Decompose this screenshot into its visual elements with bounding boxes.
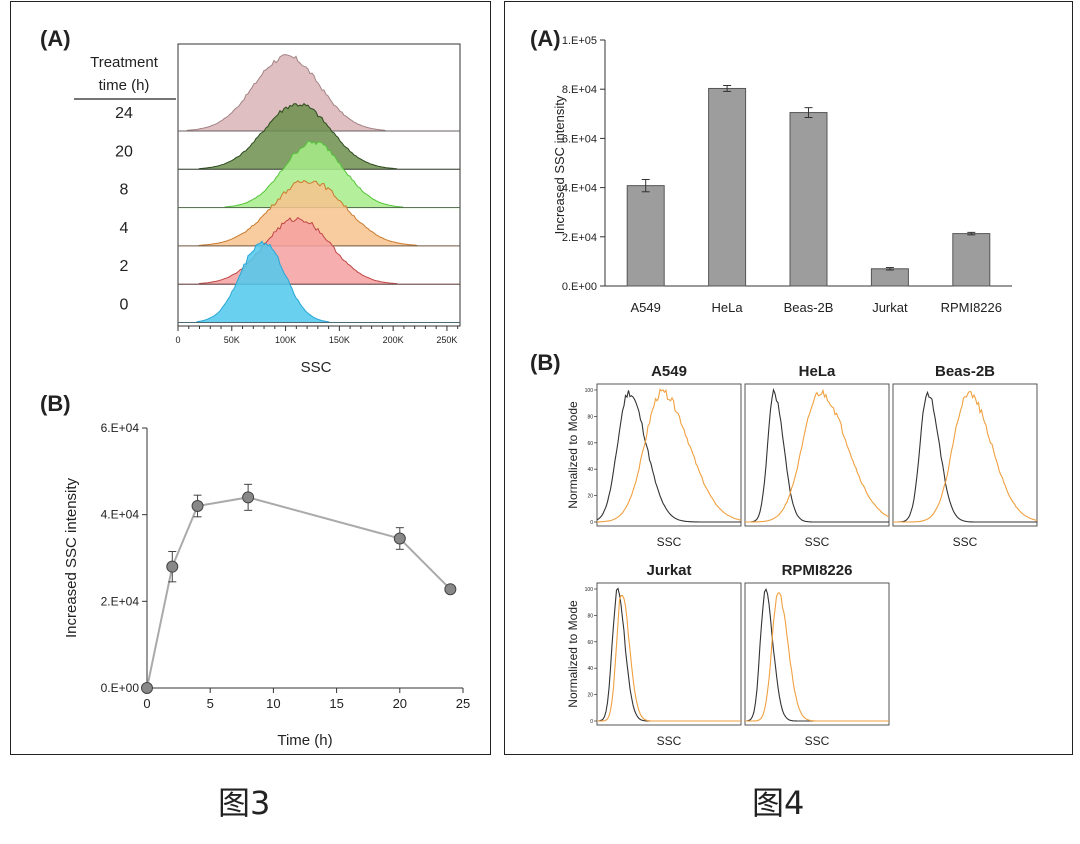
plot-frame-3A bbox=[177, 43, 461, 327]
treated-curve-Jurkat bbox=[597, 595, 741, 722]
figure-4-caption: 图4 bbox=[752, 784, 805, 822]
lane-label-20: 20 bbox=[115, 143, 133, 160]
y-axis-label-4B: Normalized to Mode bbox=[566, 401, 580, 509]
y-tick-label-4B: 20 bbox=[587, 494, 593, 500]
control-curve-A549 bbox=[596, 390, 741, 523]
x-axis-label-4B: SSC bbox=[657, 535, 682, 549]
x-axis-label-4B: SSC bbox=[657, 734, 682, 748]
treated-curve-HeLa bbox=[745, 388, 890, 523]
data-point-3B bbox=[191, 500, 204, 512]
x-tick-label-3B: 20 bbox=[393, 696, 407, 711]
x-tick-label-3A: 0 bbox=[175, 335, 180, 345]
control-curve-Beas-2B bbox=[893, 390, 1037, 523]
cell-title-RPMI8226: RPMI8226 bbox=[782, 562, 853, 579]
y-tick-label-4A: 1.E+05 bbox=[562, 35, 597, 47]
lane-label-4: 4 bbox=[120, 220, 129, 237]
cell-title-Beas-2B: Beas-2B bbox=[935, 363, 995, 380]
cell-title-A549: A549 bbox=[651, 363, 687, 380]
y-axis-label-3B: Increased SSC intensity bbox=[63, 477, 80, 638]
y-tick-label-4A: 4.E+04 bbox=[562, 183, 597, 195]
panel-label-4B: (B) bbox=[530, 350, 561, 375]
y-tick-label-3B: 2.E+04 bbox=[101, 594, 140, 608]
category-label-Beas-2B: Beas-2B bbox=[784, 300, 834, 315]
treated-curve-A549 bbox=[597, 388, 742, 523]
y-tick-label-4B: 80 bbox=[587, 414, 593, 420]
histogram-4h bbox=[178, 179, 460, 247]
overlay-frame-Jurkat bbox=[596, 582, 742, 726]
y-tick-label-4B: 80 bbox=[587, 613, 593, 619]
figure-3-caption: 图3 bbox=[218, 784, 271, 822]
x-tick-label-3B: 25 bbox=[456, 696, 470, 711]
bar-Beas-2B bbox=[789, 112, 828, 287]
lane-label-2: 2 bbox=[120, 258, 129, 275]
lane-label-8: 8 bbox=[120, 182, 129, 199]
x-tick-label-3A: 150K bbox=[329, 335, 350, 345]
treated-curve-RPMI8226 bbox=[745, 592, 889, 722]
x-tick-label-3A: 100K bbox=[275, 335, 296, 345]
bar-A549 bbox=[626, 185, 665, 287]
y-tick-label-4B: 100 bbox=[585, 388, 594, 394]
y-tick-label-4B: 40 bbox=[587, 467, 593, 473]
y-tick-label-4B: 0 bbox=[590, 719, 593, 725]
x-tick-label-3B: 5 bbox=[207, 696, 214, 711]
x-tick-label-3A: 50K bbox=[224, 335, 240, 345]
bar-RPMI8226 bbox=[952, 233, 991, 287]
treatment-header: Treatment bbox=[90, 54, 159, 71]
panel-label-3A: (A) bbox=[40, 26, 71, 51]
y-tick-label-4B: 60 bbox=[587, 441, 593, 447]
data-point-3B bbox=[393, 532, 406, 545]
category-label-RPMI8226: RPMI8226 bbox=[941, 300, 1002, 315]
lane-label-24: 24 bbox=[115, 105, 133, 122]
x-tick-label-3B: 0 bbox=[143, 696, 150, 711]
y-tick-label-4A: 2.E+04 bbox=[562, 232, 597, 244]
x-axis-label-4B: SSC bbox=[953, 535, 978, 549]
y-tick-label-3B: 6.E+04 bbox=[101, 421, 140, 435]
category-label-Jurkat: Jurkat bbox=[872, 300, 908, 315]
data-point-3B bbox=[166, 560, 179, 573]
y-tick-label-4B: 40 bbox=[587, 666, 593, 672]
y-tick-label-4A: 8.E+04 bbox=[562, 84, 597, 96]
y-axis-label-4B: Normalized to Mode bbox=[566, 600, 580, 708]
cell-title-Jurkat: Jurkat bbox=[646, 562, 691, 579]
y-tick-label-4B: 100 bbox=[585, 587, 594, 593]
data-point-3B bbox=[242, 491, 255, 504]
x-axis-label-4B: SSC bbox=[805, 734, 830, 748]
y-tick-label-4B: 0 bbox=[590, 520, 593, 526]
treatment-header-unit: time (h) bbox=[99, 77, 150, 94]
panel-label-4A: (A) bbox=[530, 26, 561, 51]
y-tick-label-4B: 20 bbox=[587, 693, 593, 699]
x-axis-label-3B: Time (h) bbox=[277, 732, 332, 749]
overlay-frame-HeLa bbox=[744, 383, 890, 527]
y-tick-label-3B: 0.E+00 bbox=[101, 681, 140, 695]
overlay-frame-RPMI8226 bbox=[744, 582, 890, 726]
overlay-frame-A549 bbox=[596, 383, 742, 527]
category-label-A549: A549 bbox=[631, 300, 661, 315]
y-tick-label-4A: 0.E+00 bbox=[562, 281, 597, 293]
bar-Jurkat bbox=[870, 268, 909, 287]
cell-title-HeLa: HeLa bbox=[799, 363, 836, 380]
y-tick-label-4A: 6.E+04 bbox=[562, 133, 597, 145]
panel-label-3B: (B) bbox=[40, 391, 71, 416]
y-axis-label-4A: Increased SSC intensity bbox=[552, 95, 567, 234]
treated-curve-Beas-2B bbox=[893, 390, 1038, 523]
data-point-3B bbox=[141, 682, 153, 694]
x-tick-label-3B: 10 bbox=[266, 696, 280, 711]
y-tick-label-4B: 60 bbox=[587, 640, 593, 646]
y-tick-label-3B: 4.E+04 bbox=[101, 508, 140, 522]
bar-HeLa bbox=[708, 87, 747, 287]
data-point-3B bbox=[444, 583, 457, 596]
x-tick-label-3B: 15 bbox=[329, 696, 343, 711]
control-curve-HeLa bbox=[745, 387, 889, 523]
series-line-3B bbox=[146, 496, 452, 689]
lane-label-0: 0 bbox=[120, 297, 129, 314]
x-axis-label-4B: SSC bbox=[805, 535, 830, 549]
x-tick-label-3A: 250K bbox=[436, 335, 457, 345]
x-tick-label-3A: 200K bbox=[383, 335, 404, 345]
category-label-HeLa: HeLa bbox=[712, 300, 744, 315]
x-axis-label-3A: SSC bbox=[301, 359, 332, 376]
